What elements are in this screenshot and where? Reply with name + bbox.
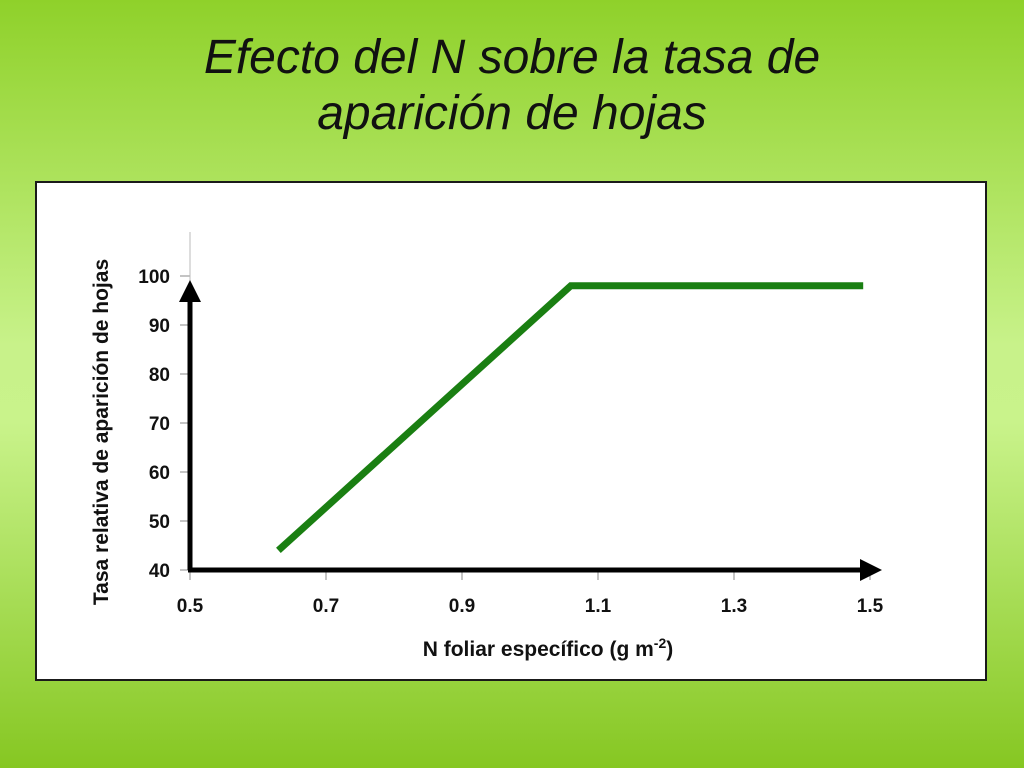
y-tick-label: 40 (149, 561, 170, 582)
y-tick-label: 80 (149, 365, 170, 386)
x-tick-label: 0.9 (449, 596, 475, 617)
slide-title-line-1: Efecto del N sobre la tasa de (203, 31, 821, 84)
x-tick-label: 1.3 (721, 596, 747, 617)
series-line (276, 282, 864, 553)
y-tick-labels: 40 50 60 70 80 90 100 (138, 267, 170, 582)
y-axis-arrow (179, 280, 201, 302)
slide-title-line-2: aparición de hojas (317, 87, 707, 140)
x-tick-label: 0.7 (313, 596, 339, 617)
x-tick-label: 0.5 (177, 596, 204, 617)
y-tick-label: 100 (138, 267, 170, 288)
x-axis-arrow (860, 559, 882, 581)
slide-title: Efecto del N sobre la tasa de aparición … (0, 30, 1024, 142)
x-axis-title: N foliar específico (g m-2) (423, 635, 674, 661)
x-tick-label: 1.1 (585, 596, 612, 617)
y-tick-label: 70 (149, 414, 170, 435)
y-tick-label: 60 (149, 463, 170, 484)
series-layer (276, 282, 864, 553)
x-tick-label: 1.5 (857, 596, 884, 617)
y-tick-label: 50 (149, 512, 170, 533)
chart-panel (35, 181, 987, 681)
y-tick-label: 90 (149, 316, 170, 337)
tick-marks (180, 275, 871, 580)
y-axis-title: Tasa relativa de aparición de hojas (90, 259, 113, 605)
x-tick-labels: 0.5 0.7 0.9 1.1 1.3 1.5 (177, 596, 884, 617)
